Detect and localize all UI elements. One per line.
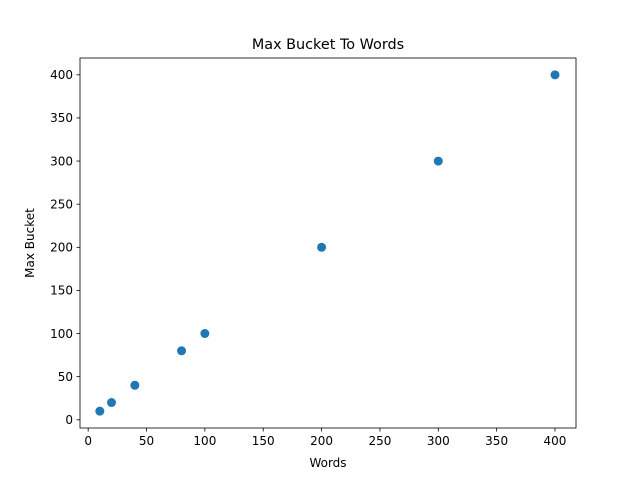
x-tick-label: 50 xyxy=(139,434,154,448)
x-tick-label: 150 xyxy=(252,434,275,448)
data-point xyxy=(433,156,443,166)
y-tick-label: 100 xyxy=(50,327,73,341)
y-tick-label: 250 xyxy=(50,197,73,211)
x-tick-label: 350 xyxy=(485,434,508,448)
x-tick-label: 0 xyxy=(84,434,92,448)
y-tick-label: 350 xyxy=(50,111,73,125)
plot-area-frame xyxy=(79,57,577,429)
data-point xyxy=(130,380,140,390)
data-point xyxy=(200,329,210,339)
data-point xyxy=(107,398,117,408)
x-tick-label: 300 xyxy=(427,434,450,448)
data-point xyxy=(177,346,187,356)
chart-title: Max Bucket To Words xyxy=(252,37,404,53)
data-point xyxy=(95,406,105,416)
x-tick-label: 100 xyxy=(193,434,216,448)
y-tick-label: 200 xyxy=(50,241,73,255)
y-tick-label: 300 xyxy=(50,154,73,168)
points-layer xyxy=(95,70,560,416)
x-tick-label: 400 xyxy=(544,434,567,448)
x-axis-label: Words xyxy=(309,456,346,470)
y-axis-label: Max Bucket xyxy=(23,208,37,278)
y-tick-label: 50 xyxy=(58,370,73,384)
x-tick-label: 200 xyxy=(310,434,333,448)
y-tick-label: 0 xyxy=(65,413,73,427)
data-point xyxy=(317,242,327,252)
data-point xyxy=(550,70,560,80)
y-tick-label: 150 xyxy=(50,284,73,298)
ticks-layer: 0 50 100 150 200 250 300 350 400 0 50 100 150 200 250 3… xyxy=(50,68,566,448)
y-tick-label: 400 xyxy=(50,68,73,82)
x-tick-label: 250 xyxy=(368,434,391,448)
